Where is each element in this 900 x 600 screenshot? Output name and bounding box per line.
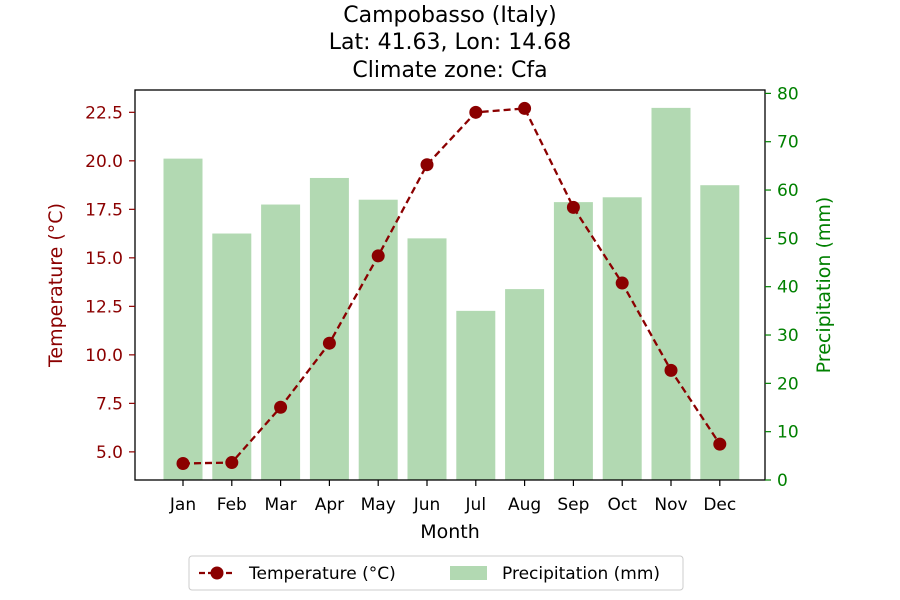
x-tick-label: Mar: [265, 495, 297, 515]
right-tick-label: 40: [777, 278, 799, 298]
temperature-series-line: [182, 107, 721, 465]
left-tick-label: 22.5: [85, 103, 123, 123]
x-tick-label: Sep: [557, 495, 589, 515]
precipitation-bar-jun: [407, 238, 447, 480]
precipitation-bar-nov: [651, 107, 691, 480]
right-tick-label: 0: [777, 471, 788, 491]
precipitation-bar-feb: [212, 233, 252, 480]
chart-title: Campobasso (Italy) Lat: 41.63, Lon: 14.6…: [329, 3, 571, 83]
right-tick-label: 70: [777, 133, 799, 153]
x-tick-label: Jun: [413, 495, 441, 515]
right-axis-ticks: 0 10 20 30 40 50 60 70 80: [765, 84, 799, 491]
right-axis-label: Precipitation (mm): [813, 197, 835, 374]
x-tick-label: Aug: [508, 495, 541, 515]
temperature-point-feb: [225, 456, 239, 470]
x-tick-label: May: [361, 495, 396, 515]
temperature-point-oct: [615, 276, 629, 290]
title-line-2: Lat: 41.63, Lon: 14.68: [329, 30, 571, 55]
plot-frame: [134, 89, 766, 481]
precipitation-bar-mar: [261, 204, 301, 480]
left-tick-label: 15.0: [85, 249, 123, 269]
precipitation-bar-dec: [700, 185, 740, 480]
precipitation-bar-apr: [309, 177, 349, 480]
precipitation-bar-oct: [602, 197, 642, 480]
legend-temperature-label: Temperature (°C): [248, 564, 396, 584]
title-line-1: Campobasso (Italy): [343, 3, 556, 28]
left-tick-label: 7.5: [96, 394, 123, 414]
legend-temperature-marker: [210, 566, 224, 580]
temperature-line: [176, 101, 727, 471]
temperature-point-aug: [518, 101, 532, 115]
right-tick-label: 30: [777, 326, 799, 346]
x-tick-label: Jul: [465, 495, 487, 515]
x-tick-label: Jan: [169, 495, 196, 515]
precipitation-bar-aug: [505, 289, 545, 480]
x-tick-label: Oct: [607, 495, 637, 515]
temperature-point-jul: [469, 105, 483, 119]
temperature-point-nov: [664, 363, 678, 377]
right-tick-label: 10: [777, 423, 799, 443]
right-tick-label: 60: [777, 181, 799, 201]
precipitation-bar-jan: [163, 158, 203, 480]
title-line-3: Climate zone: Cfa: [352, 58, 547, 83]
precipitation-bar-may: [358, 199, 398, 480]
right-tick-label: 50: [777, 229, 799, 249]
legend: Temperature (°C) Precipitation (mm): [188, 555, 684, 591]
left-tick-label: 17.5: [85, 200, 123, 220]
x-tick-label: Apr: [315, 495, 344, 515]
temperature-point-apr: [322, 336, 336, 350]
temperature-point-jun: [420, 158, 434, 172]
left-tick-label: 12.5: [85, 297, 123, 317]
x-tick-label: Feb: [217, 495, 247, 515]
temperature-point-dec: [713, 437, 727, 451]
temperature-point-jan: [176, 457, 190, 471]
legend-precipitation-swatch: [450, 566, 487, 580]
temperature-point-mar: [274, 400, 288, 414]
precipitation-bar-sep: [553, 202, 593, 480]
left-tick-label: 20.0: [85, 152, 123, 172]
legend-frame: [188, 555, 684, 591]
left-tick-label: 5.0: [96, 443, 123, 463]
temperature-point-sep: [566, 200, 580, 214]
precipitation-bars: [163, 107, 740, 480]
right-tick-label: 20: [777, 374, 799, 394]
x-tick-label: Dec: [703, 495, 736, 515]
x-tick-label: Nov: [654, 495, 687, 515]
precipitation-bar-jul: [456, 310, 496, 480]
left-axis-ticks: 5.0 7.5 10.0 12.5 15.0 17.5 20.0 22.5: [85, 103, 135, 463]
left-tick-label: 10.0: [85, 346, 123, 366]
temperature-point-may: [371, 249, 385, 263]
x-axis-ticks: Jan Feb Mar Apr May Jun Jul Aug Sep Oct Nov Dec: [169, 480, 736, 515]
left-axis-label: Temperature (°C): [45, 203, 67, 368]
right-tick-label: 80: [777, 84, 799, 104]
legend-precipitation-label: Precipitation (mm): [502, 564, 660, 584]
x-axis-label: Month: [420, 521, 480, 543]
